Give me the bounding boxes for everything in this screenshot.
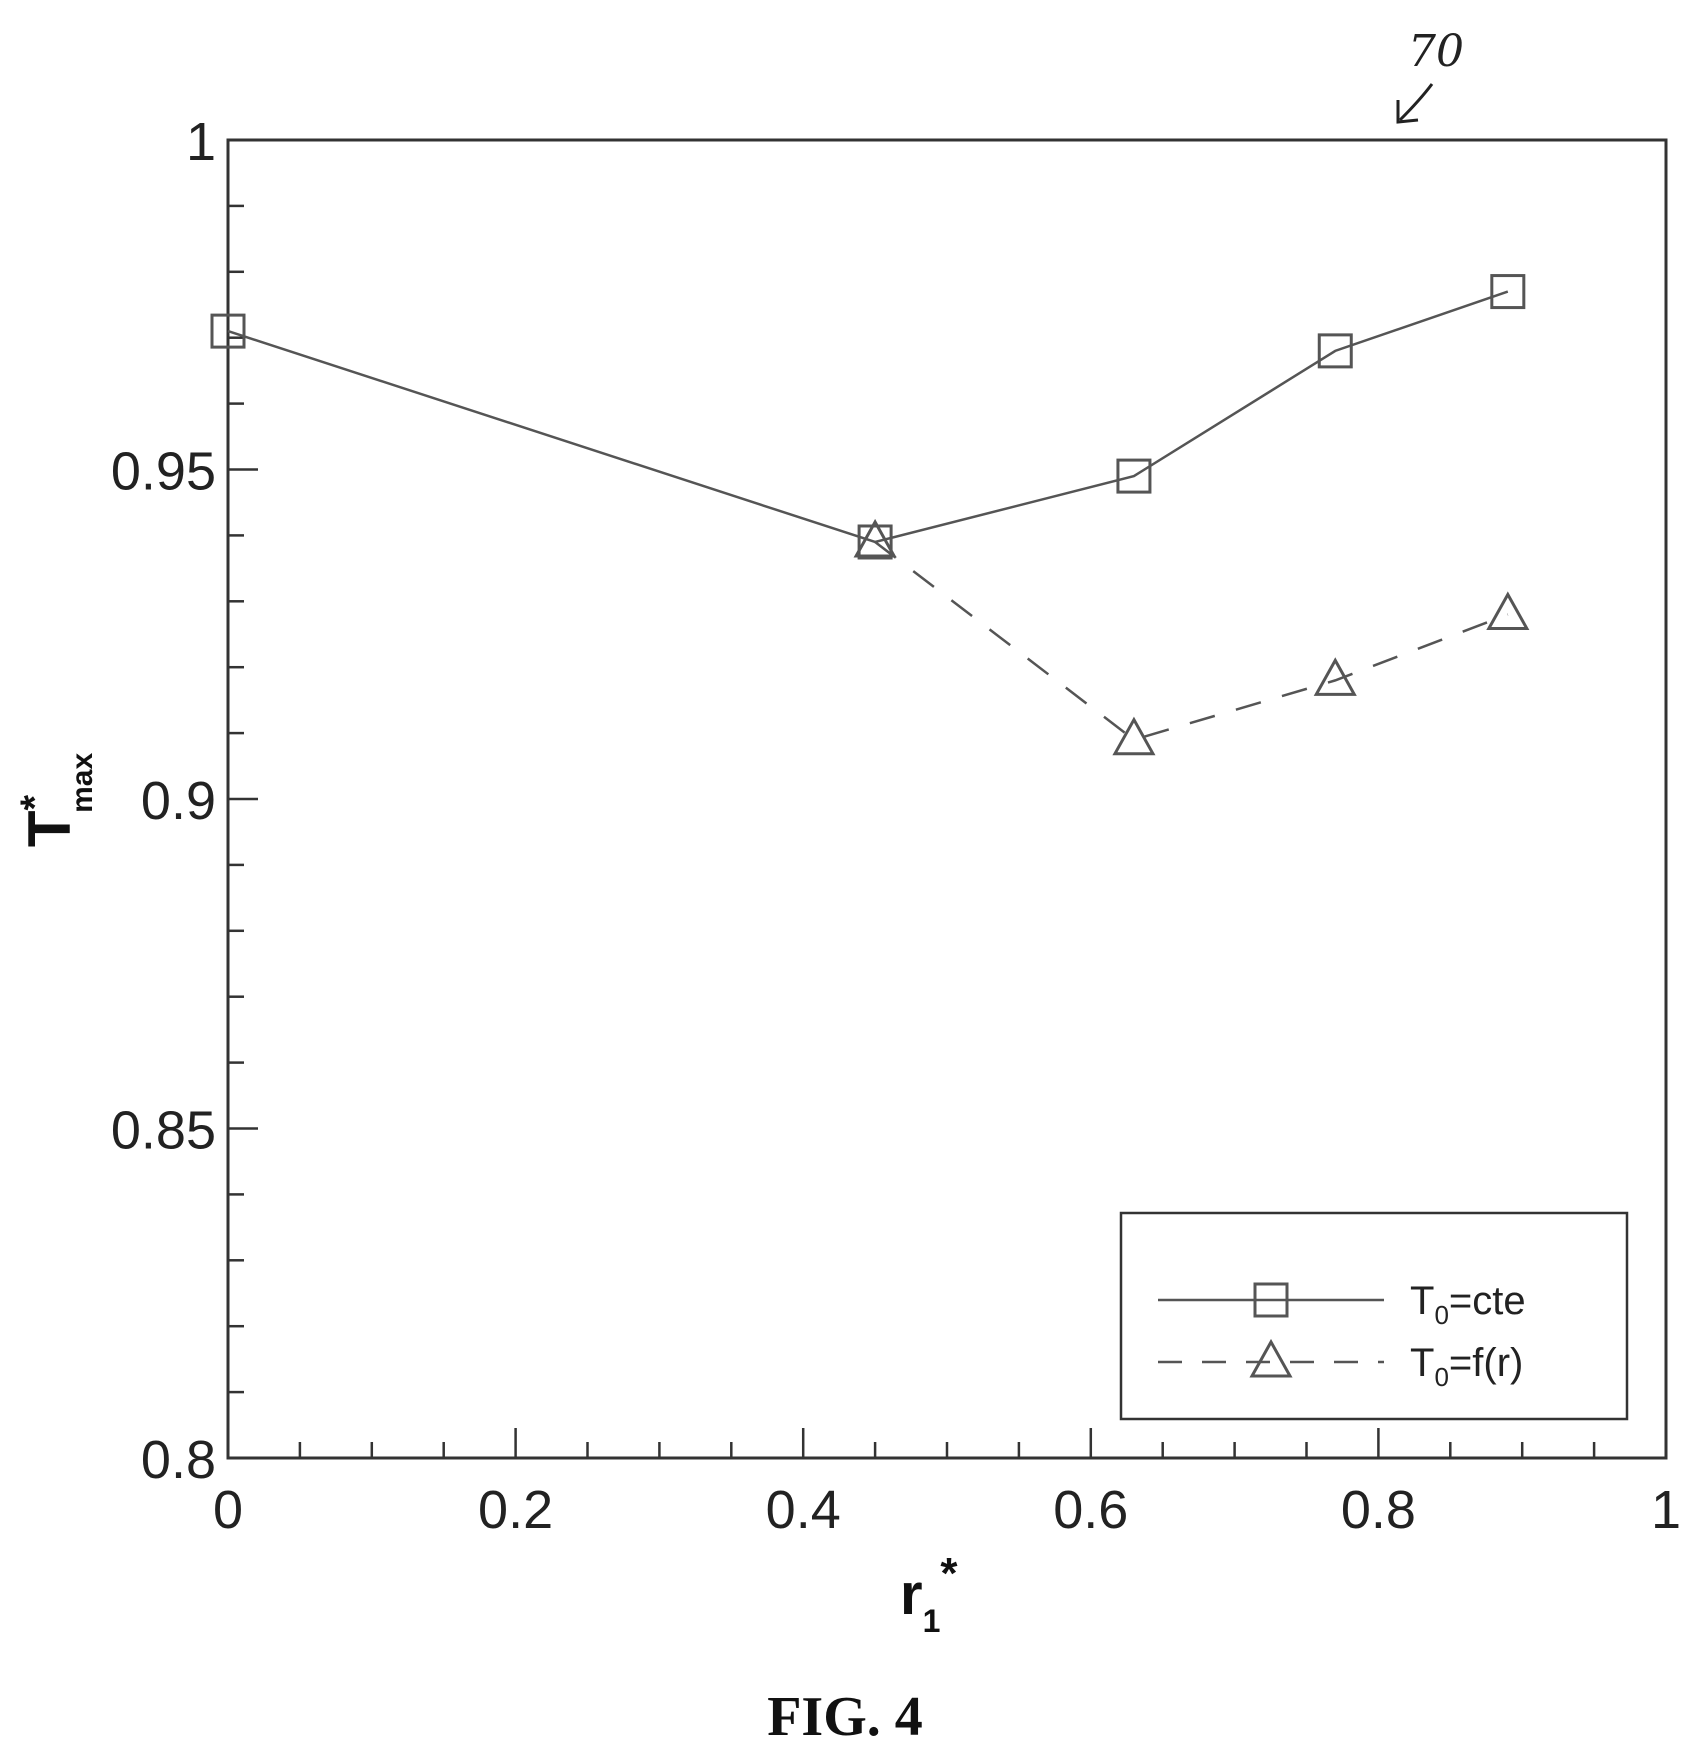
x-tick-label: 1 — [1651, 1480, 1681, 1540]
x-tick-label: 0.2 — [478, 1480, 553, 1540]
series-1-marker — [1490, 274, 1526, 310]
x-tick-label: 0.6 — [1053, 1480, 1128, 1540]
series-1-marker — [210, 313, 246, 349]
y-axis-title: T* max — [13, 753, 99, 848]
y-axis-ticks — [228, 138, 258, 1460]
x-tick-label: 0.4 — [766, 1480, 841, 1540]
x-axis-title-sub: 1 — [923, 1603, 941, 1639]
series-2-line — [874, 540, 1509, 742]
series-2-marker — [1313, 657, 1357, 696]
legend-label-series-2: T0=f(r) — [1410, 1341, 1523, 1392]
x-axis-title-sup: * — [940, 1549, 958, 1598]
series-2-marker — [853, 518, 897, 558]
legend: T0=cte T0=f(r) — [1119, 1211, 1629, 1421]
y-tick-label: 0.9 — [141, 771, 216, 831]
x-axis-tick-labels: 0 0.2 0.4 0.6 0.8 1 — [213, 1480, 1681, 1540]
series-1-marker — [857, 524, 893, 560]
legend-samples — [1158, 1282, 1384, 1378]
series-2-marker — [1486, 591, 1530, 630]
legend-sample-marker-2 — [1249, 1338, 1293, 1378]
series-1 — [210, 274, 1526, 560]
series-2-marker — [1112, 716, 1156, 756]
series-1-marker — [1317, 333, 1353, 369]
legend-box — [1119, 1211, 1629, 1421]
y-axis-title-sup: * — [13, 794, 57, 810]
series-1-line — [227, 290, 1509, 544]
legend-label-series-1: T0=cte — [1410, 1279, 1526, 1330]
y-tick-label: 0.8 — [141, 1430, 216, 1490]
y-tick-label: 0.95 — [111, 442, 216, 502]
reference-numeral: 70 — [1408, 26, 1464, 77]
x-axis-title-main: r — [900, 1562, 923, 1627]
y-tick-label: 1 — [186, 112, 216, 172]
y-axis-tick-labels: 0.8 0.85 0.9 0.95 1 — [111, 112, 216, 1490]
series-1-marker — [1116, 458, 1152, 494]
figure-caption: FIG. 4 — [767, 1686, 923, 1748]
y-axis-title-main: T — [16, 810, 83, 847]
series-2 — [853, 518, 1530, 756]
x-tick-label: 0 — [213, 1480, 243, 1540]
x-tick-label: 0.8 — [1341, 1480, 1416, 1540]
y-tick-label: 0.85 — [111, 1101, 216, 1161]
y-axis-title-sub: max — [66, 753, 99, 813]
series-layer — [210, 274, 1530, 756]
x-axis-ticks — [226, 1428, 1668, 1458]
reference-arrow — [1396, 83, 1434, 124]
x-axis-title: r1 * — [900, 1549, 958, 1639]
legend-sample-marker-1 — [1253, 1282, 1289, 1318]
